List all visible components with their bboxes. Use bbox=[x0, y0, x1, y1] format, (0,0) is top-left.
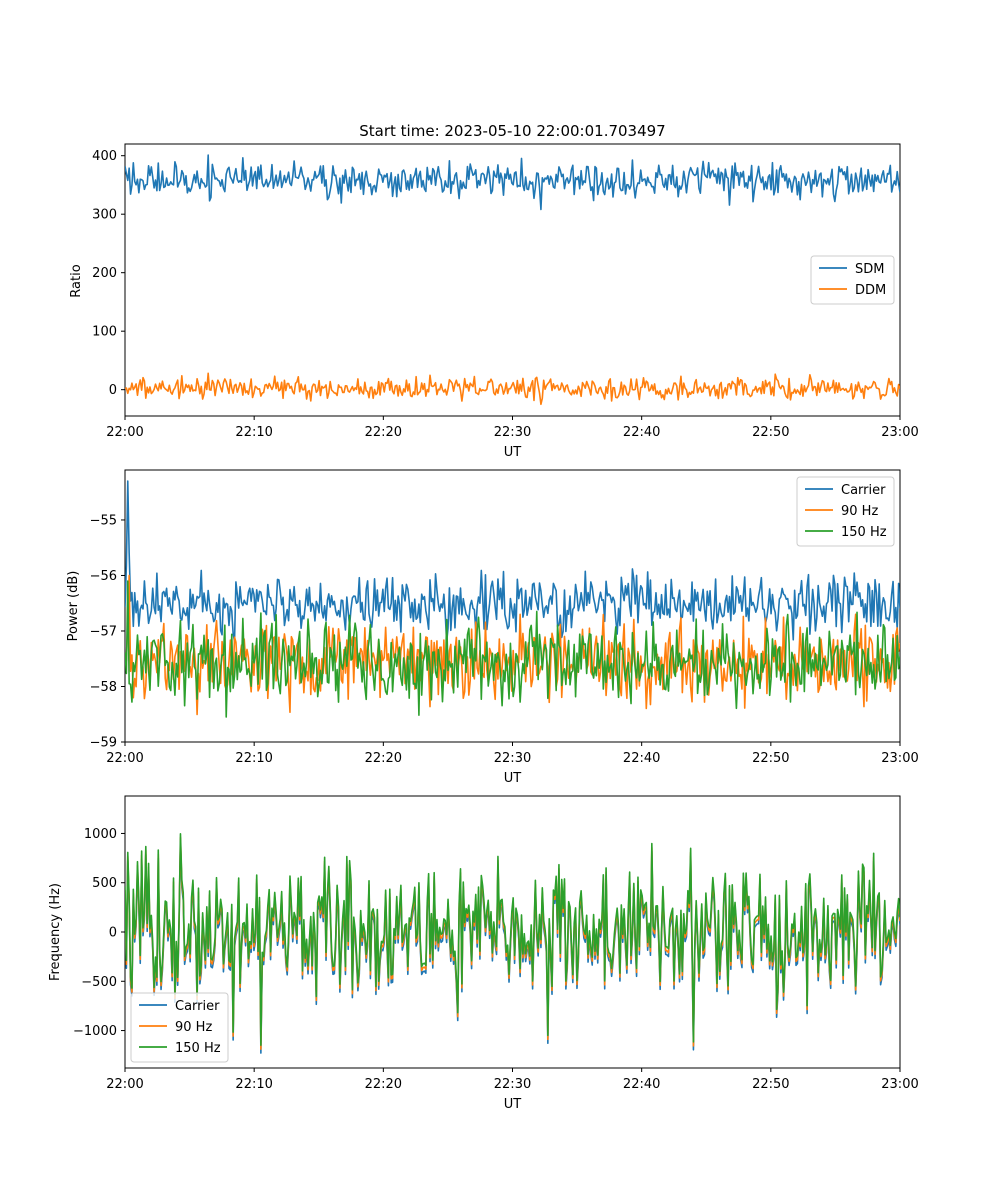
x-tick-label: 22:30 bbox=[494, 1077, 531, 1092]
x-tick-label: 22:00 bbox=[106, 425, 143, 440]
legend-label: 90 Hz bbox=[175, 1020, 212, 1035]
x-tick-label: 23:00 bbox=[881, 425, 918, 440]
y-tick-label: 1000 bbox=[84, 827, 117, 842]
x-tick-label: 22:40 bbox=[623, 1077, 660, 1092]
ylabel-power: Power (dB) bbox=[66, 571, 81, 642]
x-tick-label: 22:30 bbox=[494, 425, 531, 440]
legend-power: Carrier 90 Hz 150 Hz bbox=[796, 476, 895, 547]
x-tick-label: 22:50 bbox=[752, 1077, 789, 1092]
xlabel-frequency: UT bbox=[504, 1097, 522, 1112]
x-tick-label: 22:50 bbox=[752, 425, 789, 440]
legend-label: Carrier bbox=[175, 999, 220, 1014]
x-tick-label: 22:50 bbox=[752, 751, 789, 766]
x-tick-label: 23:00 bbox=[881, 751, 918, 766]
x-tick-label: 22:40 bbox=[623, 425, 660, 440]
x-tick-label: 22:10 bbox=[235, 1077, 272, 1092]
legend-label: 150 Hz bbox=[175, 1041, 221, 1056]
x-tick-label: 22:20 bbox=[365, 751, 402, 766]
x-tick-label: 22:20 bbox=[365, 1077, 402, 1092]
legend-ratio: SDM DDM bbox=[810, 255, 895, 305]
panel-power: −59 −58 −57 −56 −55 22:00 22:10 22:20 22:30 22:40… bbox=[66, 469, 919, 786]
legend-label: Carrier bbox=[841, 483, 886, 498]
x-tick-label: 22:20 bbox=[365, 425, 402, 440]
y-tick-label: −1000 bbox=[73, 1024, 117, 1039]
ylabel-frequency: Frequency (Hz) bbox=[48, 883, 63, 981]
legend-label: 150 Hz bbox=[841, 525, 887, 540]
y-tick-label: −56 bbox=[90, 569, 117, 584]
legend-box bbox=[796, 476, 895, 547]
y-tick-label: 0 bbox=[109, 926, 117, 941]
y-tick-label: 0 bbox=[109, 383, 117, 398]
panel-ratio: 0 100 200 300 400 22:00 22:10 22:20 22:30 22:40 22… bbox=[69, 143, 919, 460]
y-tick-label: −500 bbox=[81, 975, 117, 990]
series-line-sdm bbox=[125, 154, 900, 211]
xlabel-power: UT bbox=[504, 771, 522, 786]
legend-frequency: Carrier 90 Hz 150 Hz bbox=[130, 992, 229, 1063]
y-tick-label: 400 bbox=[92, 149, 117, 164]
x-tick-label: 22:30 bbox=[494, 751, 531, 766]
series-line-carrier bbox=[125, 480, 900, 644]
panel-frequency: −1000 −500 0 500 1000 22:00 22:10 22:20 22:30 22:… bbox=[48, 795, 919, 1112]
x-tick-label: 22:10 bbox=[235, 425, 272, 440]
plot-area-power: −59 −58 −57 −56 −55 22:00 22:10 22:20 22:30 22:40… bbox=[90, 469, 919, 766]
series-line-150-hz bbox=[125, 580, 900, 718]
x-tick-label: 22:00 bbox=[106, 1077, 143, 1092]
chart-title: Start time: 2023-05-10 22:00:01.703497 bbox=[359, 122, 665, 140]
plot-area-ratio: 0 100 200 300 400 22:00 22:10 22:20 22:30 22:40 22… bbox=[92, 143, 919, 440]
x-tick-label: 22:40 bbox=[623, 751, 660, 766]
ylabel-ratio: Ratio bbox=[69, 264, 84, 297]
y-tick-label: 500 bbox=[92, 876, 117, 891]
x-tick-label: 23:00 bbox=[881, 1077, 918, 1092]
y-tick-label: 300 bbox=[92, 208, 117, 223]
xlabel-ratio: UT bbox=[504, 445, 522, 460]
plot-area-frequency: −1000 −500 0 500 1000 22:00 22:10 22:20 22:30 22:… bbox=[73, 795, 919, 1092]
series-line-150-hz bbox=[125, 832, 900, 1046]
legend-label: 90 Hz bbox=[841, 504, 878, 519]
legend-label: DDM bbox=[855, 283, 886, 298]
x-tick-label: 22:00 bbox=[106, 751, 143, 766]
legend-label: SDM bbox=[855, 262, 884, 277]
y-tick-label: 100 bbox=[92, 325, 117, 340]
y-tick-label: −55 bbox=[90, 513, 117, 528]
y-tick-label: −59 bbox=[90, 736, 117, 751]
series-line-ddm bbox=[125, 372, 900, 406]
y-tick-label: −58 bbox=[90, 680, 117, 695]
x-tick-label: 22:10 bbox=[235, 751, 272, 766]
y-tick-label: 200 bbox=[92, 266, 117, 281]
legend-box bbox=[130, 992, 229, 1063]
y-tick-label: −57 bbox=[90, 624, 117, 639]
